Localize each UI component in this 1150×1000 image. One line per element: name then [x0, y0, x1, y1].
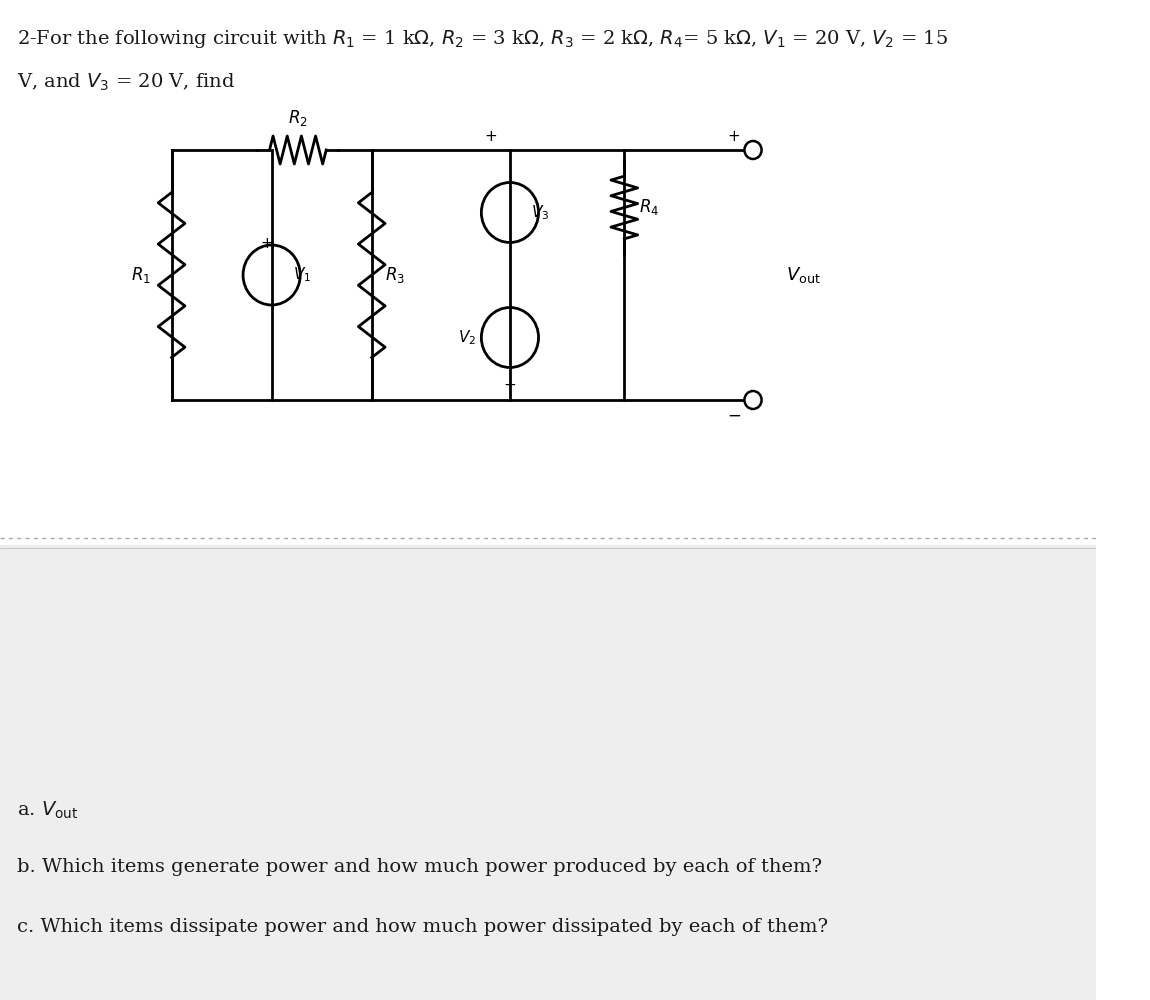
Text: $V_{\rm out}$: $V_{\rm out}$ [787, 265, 821, 285]
Text: c. Which items dissipate power and how much power dissipated by each of them?: c. Which items dissipate power and how m… [17, 918, 828, 936]
Circle shape [744, 141, 761, 159]
Text: +: + [728, 129, 741, 144]
Bar [0, 0, 1096, 545]
Text: $-$: $-$ [727, 406, 741, 424]
Text: +: + [504, 377, 516, 392]
Text: $V_2$: $V_2$ [459, 328, 476, 347]
Bar [0, 545, 1096, 1000]
Text: $R_3$: $R_3$ [385, 265, 405, 285]
Circle shape [744, 391, 761, 409]
Text: $R_4$: $R_4$ [638, 197, 659, 217]
Text: a. $V_{\mathrm{out}}$: a. $V_{\mathrm{out}}$ [17, 800, 78, 821]
Text: $V_3$: $V_3$ [531, 203, 550, 222]
Text: $V_1$: $V_1$ [292, 266, 311, 284]
Text: +: + [484, 129, 497, 144]
Text: $R_1$: $R_1$ [131, 265, 151, 285]
Text: b. Which items generate power and how much power produced by each of them?: b. Which items generate power and how mu… [17, 858, 822, 876]
Text: 2-For the following circuit with $R_1$ = 1 k$\Omega$, $R_2$ = 3 k$\Omega$, $R_3$: 2-For the following circuit with $R_1$ =… [17, 28, 949, 50]
Text: +: + [261, 236, 274, 251]
Text: V, and $V_3$ = 20 V, find: V, and $V_3$ = 20 V, find [17, 72, 236, 93]
Text: $R_2$: $R_2$ [288, 108, 308, 128]
